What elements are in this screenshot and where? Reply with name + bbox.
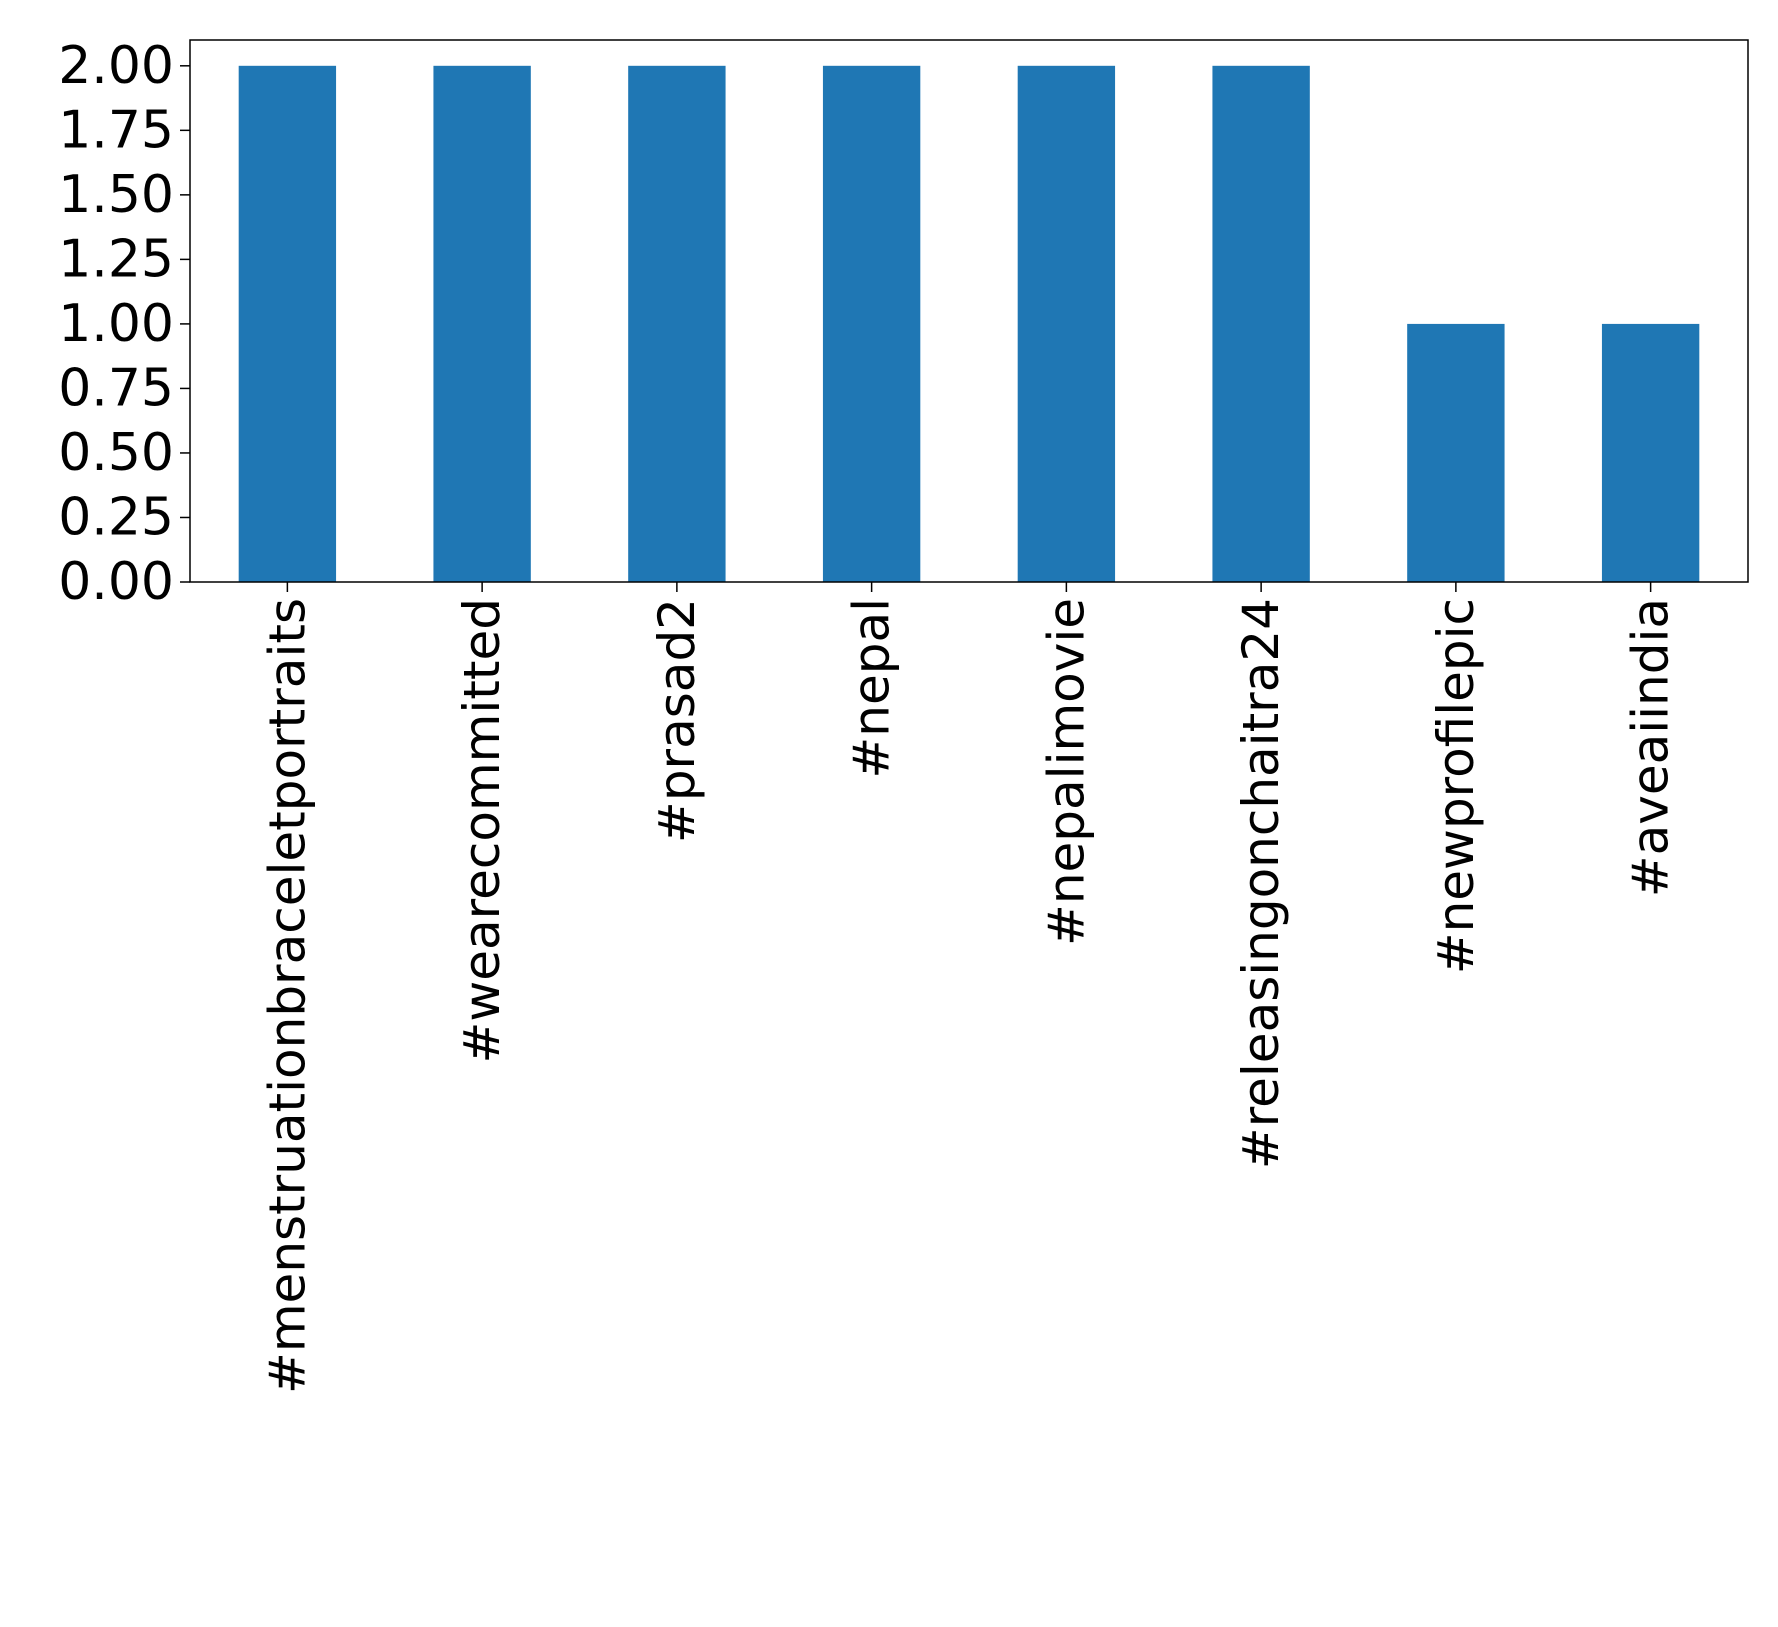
y-tick-label: 1.50 <box>58 165 174 225</box>
y-tick-label: 1.00 <box>58 294 174 354</box>
x-tick-label: #newprofilepic <box>1427 598 1485 974</box>
y-tick-label: 2.00 <box>58 36 174 96</box>
x-tick-label: #nepal <box>843 598 901 779</box>
bar <box>822 65 921 583</box>
y-tick-label: 1.75 <box>58 100 174 160</box>
bar <box>1212 65 1310 583</box>
bars-layer <box>238 65 1700 583</box>
x-tick-label: #aveaiindia <box>1622 598 1680 897</box>
bar <box>1601 323 1700 582</box>
plot-frame <box>189 39 1749 583</box>
bar <box>1407 323 1505 582</box>
y-tick-label: 1.25 <box>58 229 174 289</box>
y-axis: 0.000.250.500.751.001.251.501.752.00 <box>58 36 190 612</box>
bar <box>433 65 531 583</box>
bar <box>1017 65 1116 583</box>
y-tick-label: 0.25 <box>58 487 174 547</box>
x-tick-label: #menstruationbraceletportraits <box>258 598 316 1394</box>
y-tick-label: 0.00 <box>58 552 174 612</box>
x-tick-label: #nepalimovie <box>1037 598 1095 946</box>
x-tick-label: #prasad2 <box>648 598 706 843</box>
y-tick-label: 0.50 <box>58 423 174 483</box>
x-axis: #menstruationbraceletportraits #wearecomm… <box>258 582 1680 1394</box>
x-tick-label: #wearecommitted <box>453 598 511 1064</box>
y-tick-label: 0.75 <box>58 358 174 418</box>
x-tick-label: #releasingonchaitra24 <box>1232 598 1290 1169</box>
bar <box>628 65 726 583</box>
bar <box>238 65 337 583</box>
